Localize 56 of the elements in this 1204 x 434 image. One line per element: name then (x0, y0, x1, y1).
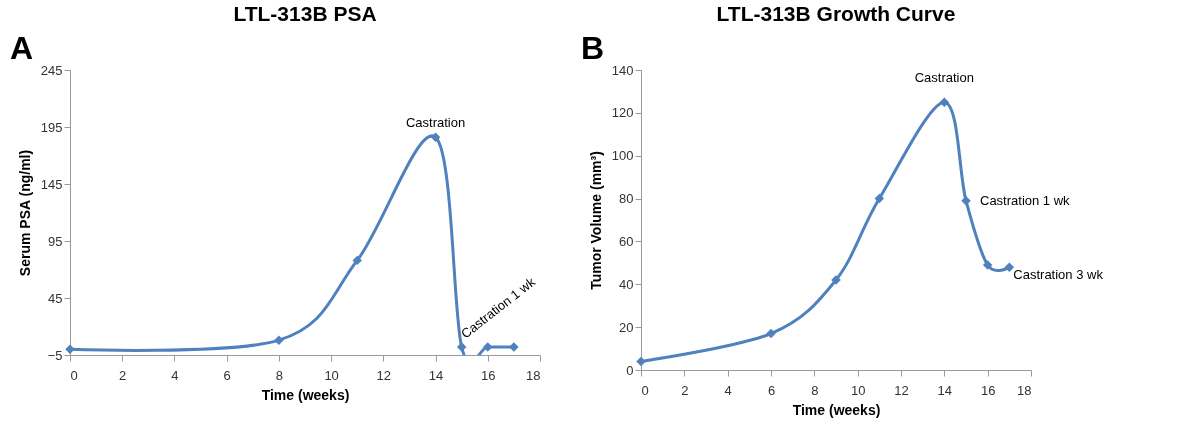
y-tick-label: 245 (40, 62, 63, 78)
x-axis-title: Time (weeks) (792, 401, 881, 418)
y-tick-label: 60 (619, 233, 634, 249)
x-axis-title: Time (weeks) (261, 386, 350, 403)
text: B (581, 30, 605, 66)
point (874, 193, 885, 204)
chart-title: LTL-313B Growth Curve (716, 2, 956, 25)
x-tick-label: 14 (428, 367, 444, 383)
y-tick-label: −5 (47, 347, 63, 363)
x-tick-label: 6 (223, 367, 231, 383)
y-tick-label: 40 (619, 276, 634, 292)
chart-title: LTL-313B PSA (233, 2, 377, 25)
annotation: Castration 1 wk (980, 192, 1071, 208)
annotation: Castration (405, 115, 466, 131)
x-tick-label: 2 (681, 382, 689, 398)
point (456, 342, 467, 352)
point (982, 260, 993, 270)
y-tick-label: 80 (619, 191, 634, 207)
text: A (10, 30, 34, 66)
x-tick-label: 4 (724, 382, 732, 398)
x-tick-label: 8 (275, 367, 284, 383)
y-tick-label: 95 (48, 233, 63, 249)
y-tick-label: 140 (611, 62, 634, 78)
point (1004, 262, 1015, 272)
x-tick-label: 4 (171, 367, 179, 383)
x-tick-label: 18 (1017, 382, 1032, 398)
point (636, 356, 646, 367)
point (961, 195, 971, 206)
x-tick-label: 14 (937, 382, 953, 398)
point (430, 132, 441, 142)
x-tick-label: 8 (811, 382, 819, 398)
y-tick-label: 20 (619, 319, 634, 335)
x-tick-label: 16 (481, 367, 496, 383)
y-tick-label: 120 (611, 105, 634, 121)
point (766, 328, 776, 339)
x-tick-label: 2 (119, 367, 127, 383)
point (352, 255, 362, 266)
x-tick-label: 6 (767, 382, 776, 398)
point (274, 335, 284, 345)
y-tick-label: 195 (40, 119, 63, 135)
y-tick-label: 145 (40, 176, 63, 192)
y-tick-label: 45 (48, 290, 63, 306)
x-tick-label: 12 (376, 367, 392, 383)
x-tick-label: 12 (894, 382, 909, 398)
x-tick-label: 0 (70, 367, 78, 383)
x-tick-label: 10 (850, 382, 866, 398)
x-tick-label: 18 (526, 367, 541, 383)
y-tick-label: 100 (611, 148, 634, 164)
x-tick-label: 0 (641, 382, 649, 398)
x-tick-label: 16 (980, 382, 996, 398)
x-tick-label: 10 (324, 367, 339, 383)
annotation: Castration 3 wk (1013, 267, 1104, 283)
y-axis-title: Tumor Volume (mm³) (587, 151, 604, 290)
annotation: Castration (914, 70, 974, 86)
point (939, 97, 950, 107)
y-axis-title: Serum PSA (ng/ml) (16, 149, 33, 277)
